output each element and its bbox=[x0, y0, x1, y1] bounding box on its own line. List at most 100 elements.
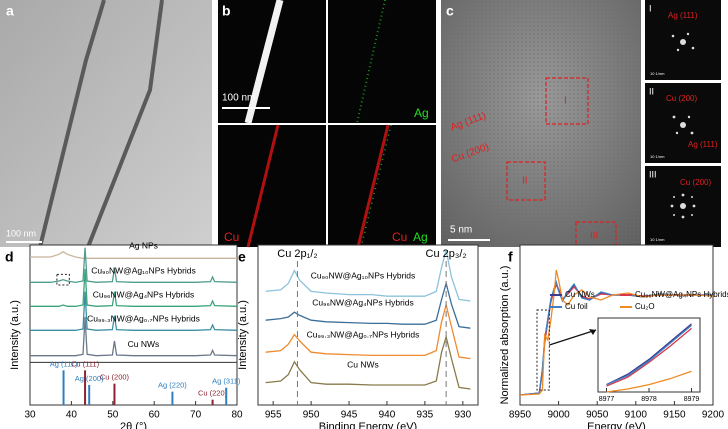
series-line bbox=[606, 327, 692, 387]
x-tick-label: 40 bbox=[66, 410, 78, 421]
x-tick-label: 8977 bbox=[599, 396, 615, 403]
panel-c: c I II III Ag (111) Cu (200) 5 nm bbox=[441, 0, 641, 248]
region-label: II bbox=[522, 176, 528, 187]
nanowire bbox=[86, 0, 164, 248]
inset-label: II bbox=[649, 86, 654, 96]
highlight-box bbox=[536, 309, 550, 391]
panel-label: e bbox=[238, 249, 246, 265]
series-line bbox=[606, 370, 692, 393]
series-line bbox=[265, 334, 471, 390]
series-line bbox=[30, 268, 238, 307]
pointer-arrow bbox=[549, 329, 597, 346]
peak-label: Cu 2p₃/₂ bbox=[426, 248, 467, 260]
series-label: Cu₉₀NW@Ag₁₀NPs Hybrids bbox=[311, 270, 416, 280]
x-tick-label: 945 bbox=[341, 410, 358, 421]
x-tick-label: 930 bbox=[454, 410, 471, 421]
reference-label: Cu (111) bbox=[71, 359, 100, 368]
channel-label: Cu bbox=[224, 230, 239, 244]
x-tick-label: 9050 bbox=[586, 410, 609, 421]
panel-label: b bbox=[222, 3, 231, 19]
peak-label: Cu 2p₁/₂ bbox=[277, 248, 317, 260]
fft-insets: I Ag (111) 10 1/nm II Cu (200) Ag (111) … bbox=[645, 0, 721, 247]
series-label: Cu₉₆NW@Ag₄NPs Hybrids bbox=[312, 298, 414, 308]
x-tick-label: 70 bbox=[190, 410, 202, 421]
x-tick-label: 935 bbox=[417, 410, 434, 421]
series-label: Cu₉₉.₃NW@Ag₀.₇NPs Hybrids bbox=[87, 314, 200, 324]
x-tick-label: 8950 bbox=[509, 410, 532, 421]
arrow-head bbox=[589, 329, 596, 335]
x-tick-label: 9150 bbox=[663, 410, 686, 421]
series-label: Cu₉₆NW@Ag₄NPs Hybrids bbox=[93, 290, 195, 300]
scale-text: 10 1/nm bbox=[650, 71, 665, 76]
highlight-box bbox=[56, 273, 70, 286]
channel-label: Cu bbox=[392, 230, 407, 244]
x-tick-label: 60 bbox=[149, 410, 161, 421]
x-tick-label: 80 bbox=[231, 410, 243, 421]
legend-label: Cu NWs bbox=[565, 290, 595, 299]
x-axis-title: 2θ (°) bbox=[120, 421, 147, 429]
series-line bbox=[30, 291, 238, 331]
plot-frame bbox=[257, 244, 479, 406]
wire bbox=[244, 0, 284, 124]
legend-label: Cu foil bbox=[565, 302, 588, 311]
tem-image bbox=[0, 0, 212, 247]
series-line bbox=[606, 324, 692, 386]
panel-label: c bbox=[446, 3, 454, 19]
x-tick-label: 9100 bbox=[625, 410, 648, 421]
series-line bbox=[30, 316, 238, 357]
x-tick-label: 8978 bbox=[641, 396, 657, 403]
spot-label: Cu (200) bbox=[680, 178, 711, 187]
scale-text: 100 nm bbox=[222, 93, 255, 104]
series-line bbox=[265, 302, 471, 360]
series-line bbox=[30, 250, 237, 259]
scale-text: 10 1/nm bbox=[650, 154, 665, 159]
channel-label: Ag bbox=[413, 230, 428, 244]
map bbox=[328, 0, 436, 123]
spot-label: Ag (111) bbox=[688, 140, 718, 149]
panel-label: d bbox=[5, 249, 14, 265]
series-line bbox=[265, 280, 471, 329]
panel-label: a bbox=[6, 3, 14, 19]
lattice bbox=[441, 0, 641, 247]
panel-label: f bbox=[508, 249, 513, 265]
series-label: Cu NWs bbox=[347, 359, 379, 369]
x-tick-label: 9200 bbox=[702, 410, 725, 421]
region-label: I bbox=[564, 96, 567, 107]
reference-label: Ag (111) bbox=[50, 359, 78, 368]
x-tick-label: 950 bbox=[303, 410, 320, 421]
x-axis-title: Energy (eV) bbox=[587, 421, 646, 429]
series-line bbox=[30, 247, 238, 283]
series-label: Cu₉₀NW@Ag₁₀NPs Hybrids bbox=[91, 266, 196, 276]
x-tick-label: 50 bbox=[107, 410, 119, 421]
series-label: Cu₉₉.₃NW@Ag₀.₇NPs Hybrids bbox=[307, 330, 420, 340]
spot-label: Ag (111) bbox=[668, 11, 698, 20]
series-label: Cu NWs bbox=[128, 339, 160, 349]
reference-label: Ag (200) bbox=[75, 374, 104, 383]
series-label: Ag NPs bbox=[129, 240, 158, 250]
x-tick-label: 955 bbox=[265, 410, 282, 421]
y-axis-title: Normalized absorption (a.u.) bbox=[499, 266, 511, 405]
region-box bbox=[506, 161, 546, 201]
series-line bbox=[265, 249, 471, 302]
x-tick-label: 940 bbox=[379, 410, 396, 421]
reference-label: Cu (220) bbox=[198, 389, 228, 398]
y-axis-title: Intensity (a.u.) bbox=[237, 300, 249, 370]
wire bbox=[246, 124, 280, 248]
x-axis-title: Binding Energy (eV) bbox=[319, 421, 417, 429]
wire bbox=[360, 124, 392, 248]
scale-text: 5 nm bbox=[450, 225, 472, 236]
region-box bbox=[545, 77, 589, 125]
inset-label: III bbox=[649, 169, 657, 179]
series-line bbox=[519, 269, 714, 396]
legend-label: Cu₉₆NW@Ag₄NPs Hybrids bbox=[635, 290, 728, 299]
wire bbox=[356, 124, 390, 248]
x-tick-label: 9000 bbox=[547, 410, 570, 421]
spot-label: Cu (200) bbox=[666, 94, 697, 103]
panel-a: a 100 nm bbox=[0, 0, 212, 248]
nanowire bbox=[38, 0, 106, 248]
reference-label: Cu (200) bbox=[100, 373, 130, 382]
series-line bbox=[606, 323, 692, 386]
reference-label: Ag (311) bbox=[212, 377, 241, 386]
reference-label: Ag (220) bbox=[158, 381, 187, 390]
